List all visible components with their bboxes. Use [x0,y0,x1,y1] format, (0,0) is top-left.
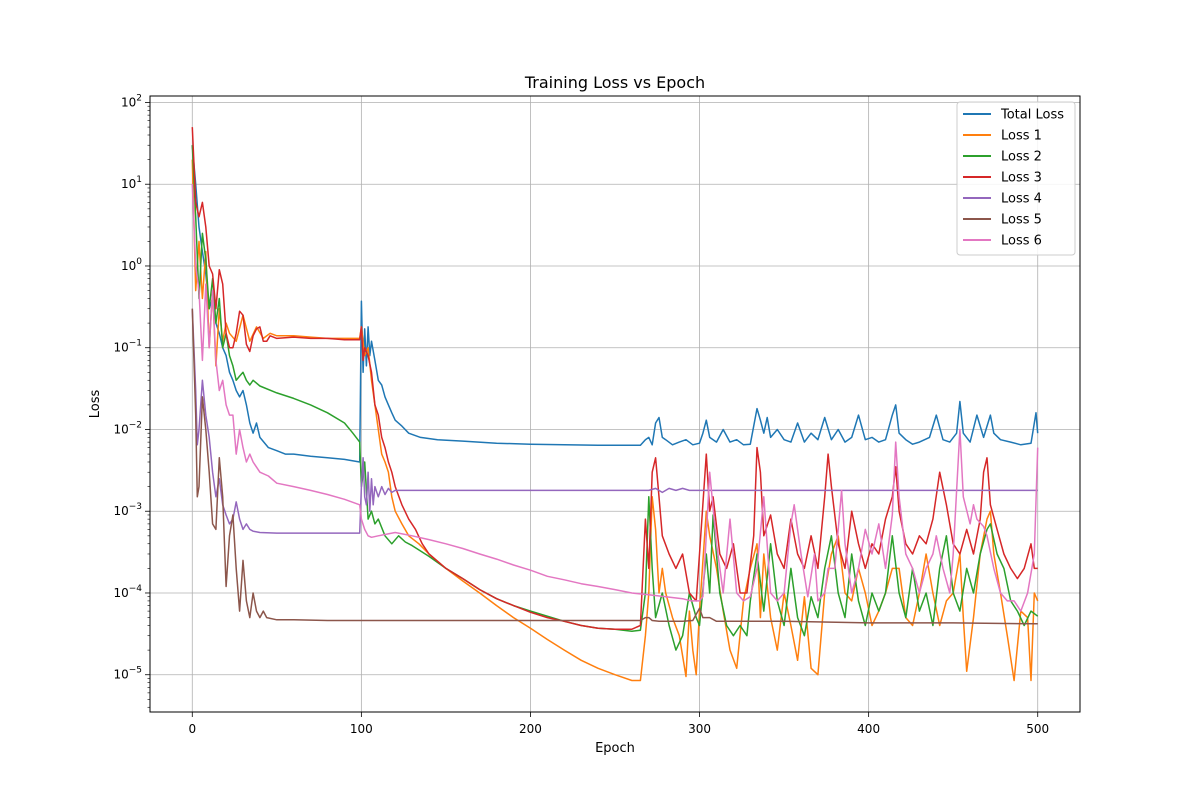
y-tick-base: 10 [121,177,136,191]
x-axis-label: Epoch [595,741,635,756]
legend-label: Loss 1 [1001,129,1042,144]
y-tick-label: 101 [121,175,142,191]
y-tick-base: 10 [113,504,128,518]
y-tick-base: 10 [113,341,128,355]
y-tick-label: 100 [121,257,142,273]
series-line-loss-3 [191,127,1038,630]
y-tick-base: 10 [113,586,128,600]
y-tick-base: 10 [113,422,128,436]
y-tick-base: 10 [121,259,136,273]
y-tick-label: 10−2 [113,420,142,436]
ticks: 0 100 200 300 400 50010−510−410−310−210−11001… [113,93,1049,736]
grid [150,96,1080,712]
chart-title: Training Loss vs Epoch [524,73,705,92]
y-tick-base: 10 [113,668,128,682]
y-tick-exponent: −5 [129,666,142,676]
y-tick-exponent: 2 [136,93,142,103]
y-tick-exponent: −3 [129,502,142,512]
x-tick-label: 100 [350,722,373,736]
legend-label: Loss 6 [1001,234,1042,249]
legend-label: Loss 3 [1001,171,1042,186]
series-layer [191,127,1039,682]
x-tick-label: 200 [519,722,542,736]
y-tick-base: 10 [121,95,136,109]
x-tick-label: 400 [857,722,880,736]
y-axis-label: Loss [88,390,103,419]
y-tick-label: 10−3 [113,502,142,518]
y-tick-exponent: −4 [129,584,143,594]
series-line-loss-5 [191,308,1038,625]
legend-label: Loss 5 [1001,213,1042,228]
legend-box [956,101,1076,256]
plot-frame [149,95,1081,713]
x-tick-label: 300 [688,722,711,736]
series-line-loss-6 [191,184,1039,612]
legend-label: Total Loss [1000,108,1064,123]
legend-label: Loss 4 [1001,192,1042,207]
y-tick-label: 102 [121,93,142,109]
y-tick-exponent: 0 [136,257,142,267]
y-tick-label: 10−4 [113,584,142,600]
y-tick-exponent: −1 [129,339,142,349]
x-tick-label: 500 [1026,722,1049,736]
y-tick-exponent: 1 [136,175,142,185]
series-line-total-loss [191,145,1039,463]
legend-label: Loss 2 [1001,150,1042,165]
y-tick-exponent: −2 [129,420,142,430]
y-tick-label: 10−1 [113,339,142,355]
series-line-loss-1 [191,159,1039,682]
legend: Total Loss Loss 1 Loss 2 Loss 3 Loss 4 Loss 5… [956,101,1076,256]
y-tick-label: 10−5 [113,666,142,682]
x-tick-label: 0 [188,722,196,736]
